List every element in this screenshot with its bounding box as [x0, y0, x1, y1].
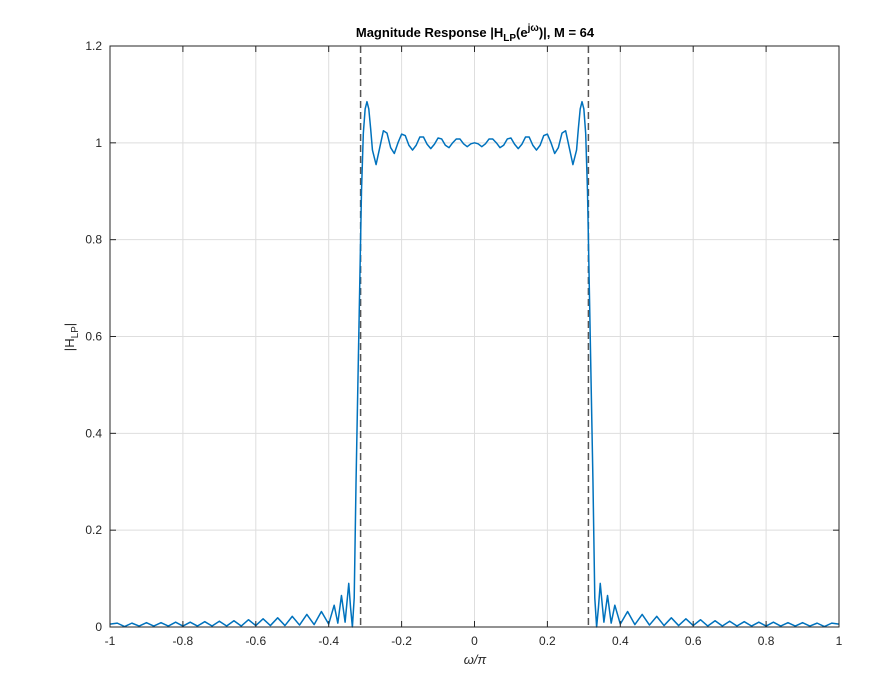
x-tick-label: 0.8	[758, 634, 775, 648]
x-axis-label: ω/π	[464, 652, 487, 667]
y-axis-label: |HLP|	[62, 323, 81, 351]
y-tick-label: 0	[95, 620, 102, 634]
y-tick-label: 1	[95, 136, 102, 150]
chart-title-suffix: )|, M = 64	[539, 25, 595, 40]
grid	[110, 46, 839, 627]
axis-ticks	[109, 45, 840, 628]
tick-labels: -1 -0.8 -0.6 -0.4 -0.2 0 0.2 0.4 0.6 0.8 1 0 0.2 0.4 0…	[85, 39, 842, 648]
x-tick-label: 0.2	[539, 634, 556, 648]
x-tick-label: -0.2	[391, 634, 412, 648]
chart-title-mid: (e	[516, 25, 528, 40]
chart-title-superscript: jω	[527, 23, 540, 34]
reference-lines	[359, 46, 590, 627]
y-tick-label: 1.2	[85, 39, 102, 53]
y-axis-label-subscript: LP	[70, 326, 81, 339]
y-tick-label: 0.8	[85, 233, 102, 247]
x-tick-label: 0	[471, 634, 478, 648]
x-tick-label: 0.4	[612, 634, 629, 648]
x-tick-label: -0.4	[318, 634, 339, 648]
x-tick-label: -1	[105, 634, 116, 648]
x-tick-label: -0.8	[173, 634, 194, 648]
y-axis-label-suffix: |	[62, 323, 77, 326]
y-axis-label-prefix: |H	[62, 338, 77, 351]
x-tick-label: 0.6	[685, 634, 702, 648]
series-layer	[109, 100, 840, 628]
y-tick-label: 0.4	[85, 426, 102, 440]
series-line-0	[109, 100, 840, 628]
x-tick-label: -0.6	[245, 634, 266, 648]
chart-title-subscript: LP	[503, 33, 516, 44]
y-tick-label: 0.6	[85, 330, 102, 344]
y-tick-label: 0.2	[85, 523, 102, 537]
chart-title-prefix: Magnitude Response |H	[356, 25, 503, 40]
x-tick-label: 1	[836, 634, 843, 648]
chart-title: Magnitude Response |HLP(ejω)|, M = 64	[356, 23, 595, 44]
